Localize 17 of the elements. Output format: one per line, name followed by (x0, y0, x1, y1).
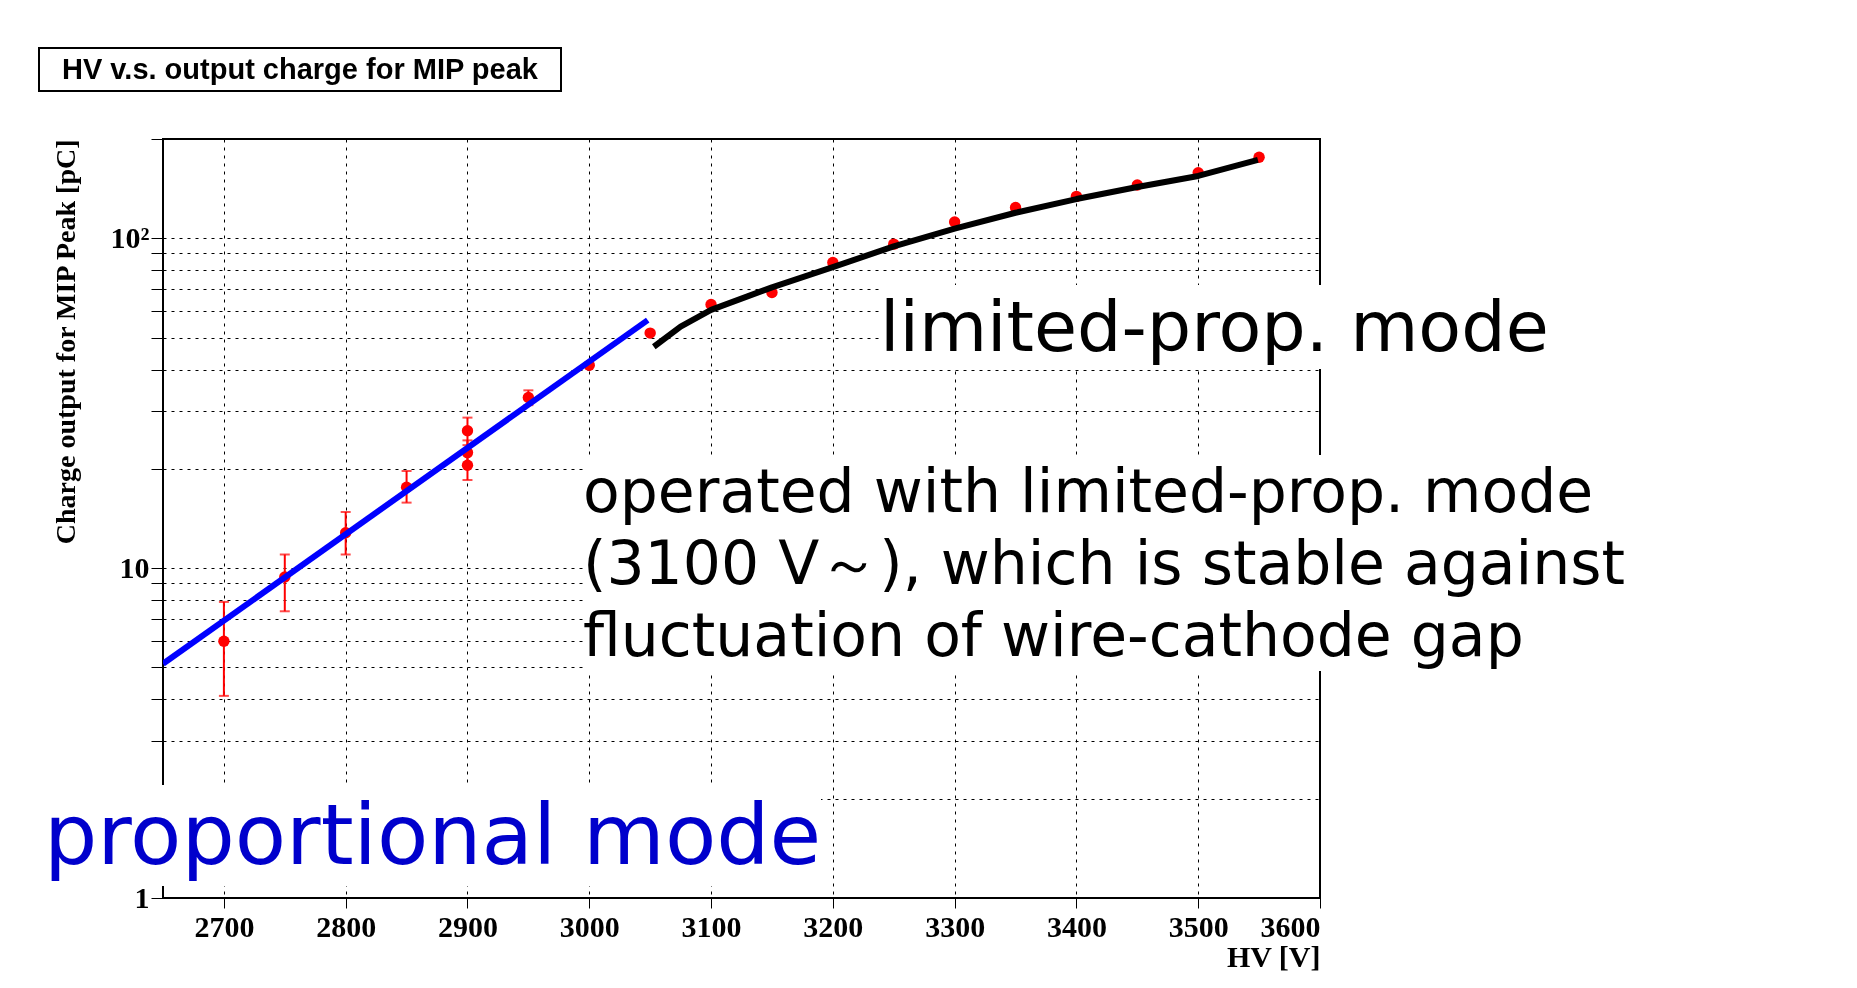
y-axis-title: Charge output for MIP Peak [pC] (49, 139, 81, 545)
x-tick-label: 3200 (803, 909, 864, 943)
y-tick-label: 10 (119, 550, 150, 584)
x-tick-label: 3100 (681, 909, 742, 943)
x-tick-label: 3300 (925, 909, 986, 943)
x-tick-label: 2800 (316, 909, 377, 943)
annotation: proportional mode (44, 785, 822, 886)
y-tick-label: 10² (110, 220, 150, 254)
x-tick-label: 3400 (1046, 909, 1107, 943)
x-tick-label: 2900 (437, 909, 498, 943)
x-tick-label: 2700 (194, 909, 255, 943)
point (644, 327, 656, 339)
x-tick-label: 3500 (1168, 909, 1229, 943)
chart-title: HV v.s. output charge for MIP peak (38, 47, 562, 92)
annotation: limited-prop. mode (880, 285, 1549, 369)
annotation: operated with limited-prop. mode (3100 V～), which is stable against fluctuation of wire-cathode gap (583, 455, 1626, 671)
x-tick-label: 3000 (559, 909, 620, 943)
